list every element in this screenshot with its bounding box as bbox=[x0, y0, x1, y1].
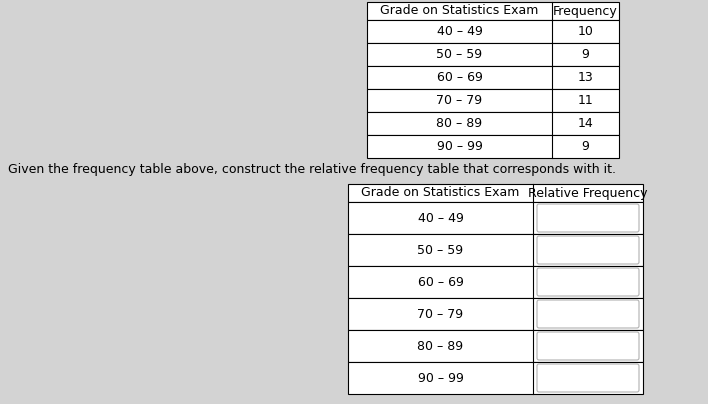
Bar bbox=[367, 135, 619, 158]
Bar bbox=[367, 43, 619, 66]
Text: Frequency: Frequency bbox=[553, 4, 618, 17]
FancyBboxPatch shape bbox=[537, 332, 639, 360]
FancyBboxPatch shape bbox=[537, 268, 639, 296]
Text: 50 – 59: 50 – 59 bbox=[418, 244, 464, 257]
Bar bbox=[367, 66, 619, 89]
Text: 70 – 79: 70 – 79 bbox=[436, 94, 483, 107]
Text: 40 – 49: 40 – 49 bbox=[437, 25, 482, 38]
Text: 90 – 99: 90 – 99 bbox=[437, 140, 482, 153]
Text: 40 – 49: 40 – 49 bbox=[418, 212, 464, 225]
Text: 13: 13 bbox=[578, 71, 593, 84]
Bar bbox=[367, 2, 619, 20]
Text: 9: 9 bbox=[581, 48, 590, 61]
Bar bbox=[348, 362, 643, 394]
Bar bbox=[367, 89, 619, 112]
Text: 10: 10 bbox=[578, 25, 593, 38]
FancyBboxPatch shape bbox=[537, 300, 639, 328]
Text: 60 – 69: 60 – 69 bbox=[418, 276, 464, 288]
Text: 70 – 79: 70 – 79 bbox=[418, 307, 464, 320]
Text: 80 – 89: 80 – 89 bbox=[418, 339, 464, 353]
Bar bbox=[367, 20, 619, 43]
FancyBboxPatch shape bbox=[537, 364, 639, 392]
FancyBboxPatch shape bbox=[537, 236, 639, 264]
Text: 14: 14 bbox=[578, 117, 593, 130]
Bar bbox=[348, 298, 643, 330]
Text: 11: 11 bbox=[578, 94, 593, 107]
Bar bbox=[348, 330, 643, 362]
Text: 50 – 59: 50 – 59 bbox=[436, 48, 483, 61]
Bar bbox=[348, 184, 643, 202]
Text: 9: 9 bbox=[581, 140, 590, 153]
Bar bbox=[348, 266, 643, 298]
Bar bbox=[348, 202, 643, 234]
Text: 60 – 69: 60 – 69 bbox=[437, 71, 482, 84]
Text: 90 – 99: 90 – 99 bbox=[418, 372, 464, 385]
FancyBboxPatch shape bbox=[537, 204, 639, 232]
Bar bbox=[367, 112, 619, 135]
Text: Given the frequency table above, construct the relative frequency table that cor: Given the frequency table above, constru… bbox=[8, 164, 616, 177]
Text: Grade on Statistics Exam: Grade on Statistics Exam bbox=[380, 4, 539, 17]
Bar bbox=[348, 234, 643, 266]
Text: Grade on Statistics Exam: Grade on Statistics Exam bbox=[361, 187, 520, 200]
Text: 80 – 89: 80 – 89 bbox=[436, 117, 483, 130]
Text: Relative Frequency: Relative Frequency bbox=[528, 187, 648, 200]
